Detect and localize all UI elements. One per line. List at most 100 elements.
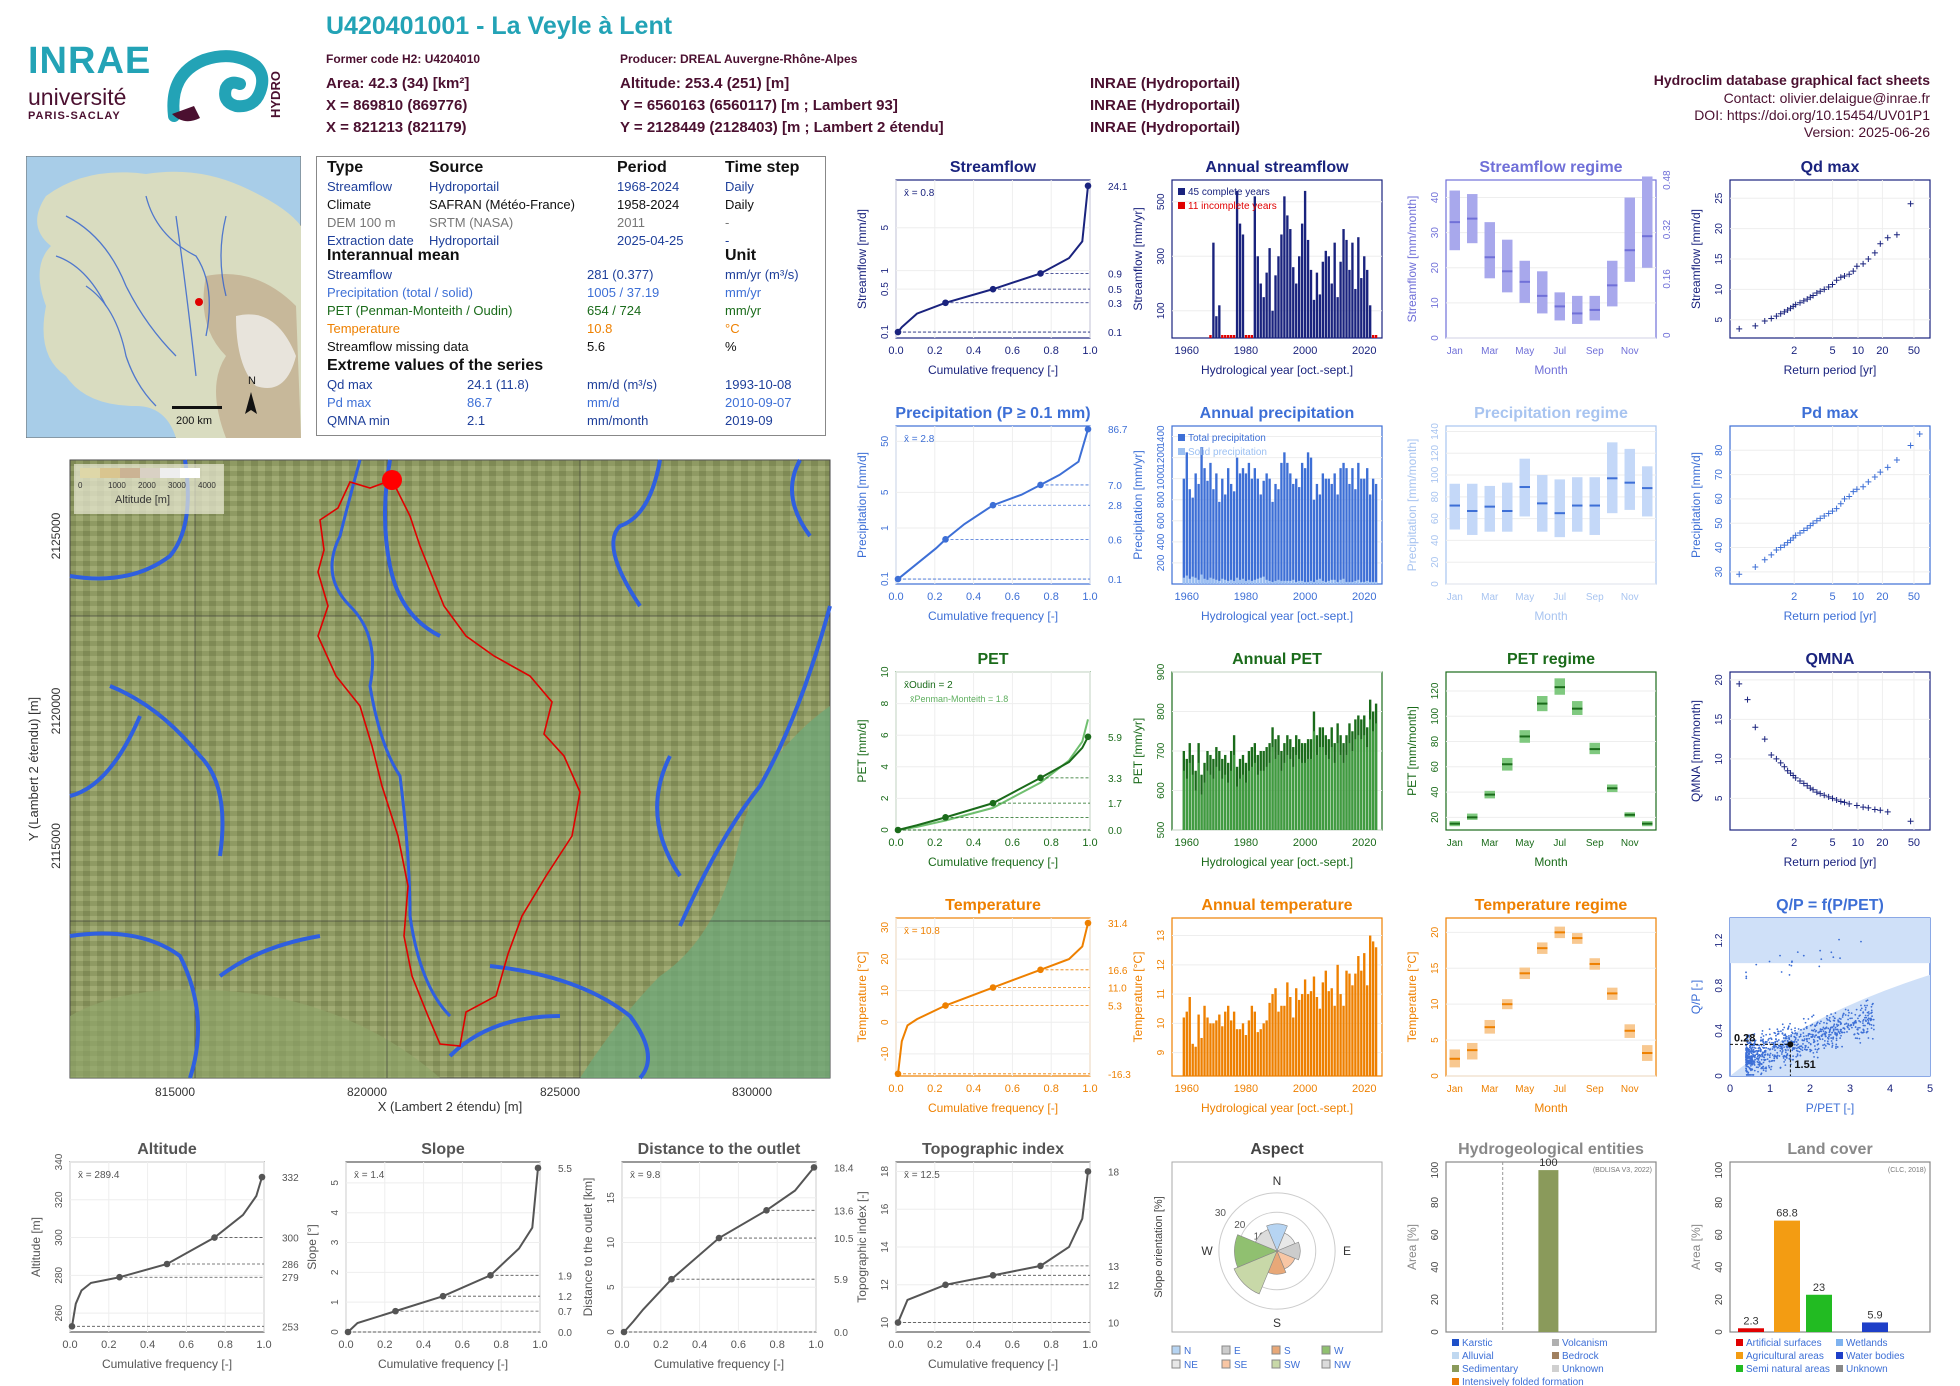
info-step: - (725, 215, 730, 230)
x-tick: 50 (1908, 591, 1920, 603)
bar (1774, 1220, 1800, 1332)
bar (1300, 994, 1304, 1076)
x-tick: 1960 (1175, 591, 1199, 603)
data-point (1821, 1033, 1824, 1036)
right-tick: 286 (282, 1260, 299, 1271)
bar (1253, 196, 1256, 338)
right-tick: 18.4 (834, 1163, 854, 1174)
bar (1298, 487, 1301, 584)
data-point (1759, 1050, 1762, 1053)
chart-pd_max: Pd max Return period [yr] Precipitation [m… (1689, 405, 1931, 623)
bar-2 (1298, 758, 1301, 830)
bar-2 (1241, 774, 1245, 830)
data-point (1831, 1046, 1833, 1048)
data-point (1813, 1055, 1815, 1058)
bar (1368, 494, 1372, 584)
data-point (1856, 1032, 1859, 1035)
y-axis-label: Precipitation [mm/d] (1689, 452, 1703, 558)
solid-bar (1238, 579, 1242, 584)
box (1484, 222, 1495, 279)
data-point (1812, 1051, 1815, 1054)
solid-bar (1292, 579, 1295, 584)
meta-doi[interactable]: DOI: https://doi.org/10.15454/UV01P1 (1694, 107, 1930, 123)
bar (1300, 223, 1304, 338)
solid-bar (1303, 581, 1307, 584)
bar (1247, 1020, 1251, 1076)
solid-bar (1354, 580, 1357, 584)
data-point (1826, 1018, 1829, 1021)
bar (1265, 1020, 1268, 1076)
data-point (1854, 1026, 1857, 1028)
data-point (1812, 1029, 1815, 1032)
data-point (1812, 1038, 1815, 1041)
data-point (1807, 1034, 1810, 1037)
bar (1303, 979, 1307, 1076)
legend-label: Artificial surfaces (1746, 1338, 1822, 1349)
data-point (1763, 1049, 1766, 1052)
data-point (1866, 1004, 1869, 1007)
bar (1368, 305, 1372, 338)
right-tick: 0.7 (558, 1307, 572, 1318)
data-point (1817, 288, 1824, 295)
x-tick: Mar (1481, 346, 1499, 357)
ring-label: 20 (1234, 1220, 1246, 1231)
data-point (1812, 1033, 1814, 1036)
data-point (1828, 1033, 1830, 1036)
data-point (1773, 1057, 1776, 1060)
x-tick: 5 (1830, 591, 1836, 603)
info-mean-value: 281 (0.377) (587, 267, 654, 282)
data-point (1820, 958, 1823, 961)
bar-2 (1218, 770, 1221, 830)
data-point (1773, 1059, 1776, 1062)
solid-bar (1327, 580, 1330, 584)
solid-bar (1185, 575, 1188, 584)
y-tick: 40 (1430, 534, 1441, 546)
data-point (1779, 1047, 1782, 1050)
x-axis-label: Month (1534, 1101, 1567, 1115)
bar (1324, 478, 1327, 584)
legend-swatch (1452, 1352, 1459, 1359)
bar-2 (1330, 747, 1333, 830)
y-tick: 10 (1430, 297, 1441, 309)
right-tick: 300 (282, 1234, 299, 1245)
data-point (1796, 1054, 1799, 1057)
x-tick: 0.6 (1005, 591, 1020, 603)
solid-bar (1315, 579, 1319, 584)
meta-contact[interactable]: Contact: olivier.delaigue@inrae.fr (1723, 90, 1930, 106)
legend-swatch (1736, 1352, 1743, 1359)
data-point (1762, 1051, 1765, 1054)
data-point (1779, 1044, 1782, 1047)
data-point (1799, 1054, 1802, 1057)
box (1572, 295, 1583, 324)
data-point (1749, 1064, 1752, 1067)
bar (1360, 278, 1363, 338)
catchment-map: 0 1000 2000 3000 4000 Altitude [m] 815000 820… (26, 459, 832, 1114)
data-point (1780, 1045, 1783, 1048)
solid-bar (1300, 580, 1304, 584)
data-point (1745, 971, 1747, 974)
info-step: Daily (725, 179, 754, 194)
data-point (1757, 1058, 1759, 1061)
legend-label: SW (1284, 1360, 1301, 1371)
data-point (1907, 818, 1914, 825)
data-point (1750, 1052, 1753, 1055)
data-point (1790, 1035, 1793, 1038)
y-tick: 60 (1714, 1229, 1725, 1241)
x-tick: 0.6 (455, 1339, 470, 1351)
chart-title: Topographic index (922, 1141, 1064, 1158)
bar (1283, 1005, 1286, 1076)
right-tick: 5.9 (834, 1275, 848, 1286)
data-point (1851, 1026, 1853, 1029)
bar-2 (1327, 758, 1330, 830)
data-point (1823, 1043, 1826, 1046)
y-tick: 0.1 (880, 325, 891, 339)
y-tick: 500 (1156, 821, 1167, 838)
data-point (1781, 542, 1788, 549)
solid-bar (1351, 581, 1354, 584)
chart-title: QMNA (1806, 651, 1855, 668)
bar (1309, 991, 1313, 1076)
data-point (1813, 1040, 1816, 1042)
data-point (1752, 322, 1759, 329)
data-point (1813, 1036, 1816, 1038)
info-mean-label: PET (Penman-Monteith / Oudin) (327, 303, 513, 318)
